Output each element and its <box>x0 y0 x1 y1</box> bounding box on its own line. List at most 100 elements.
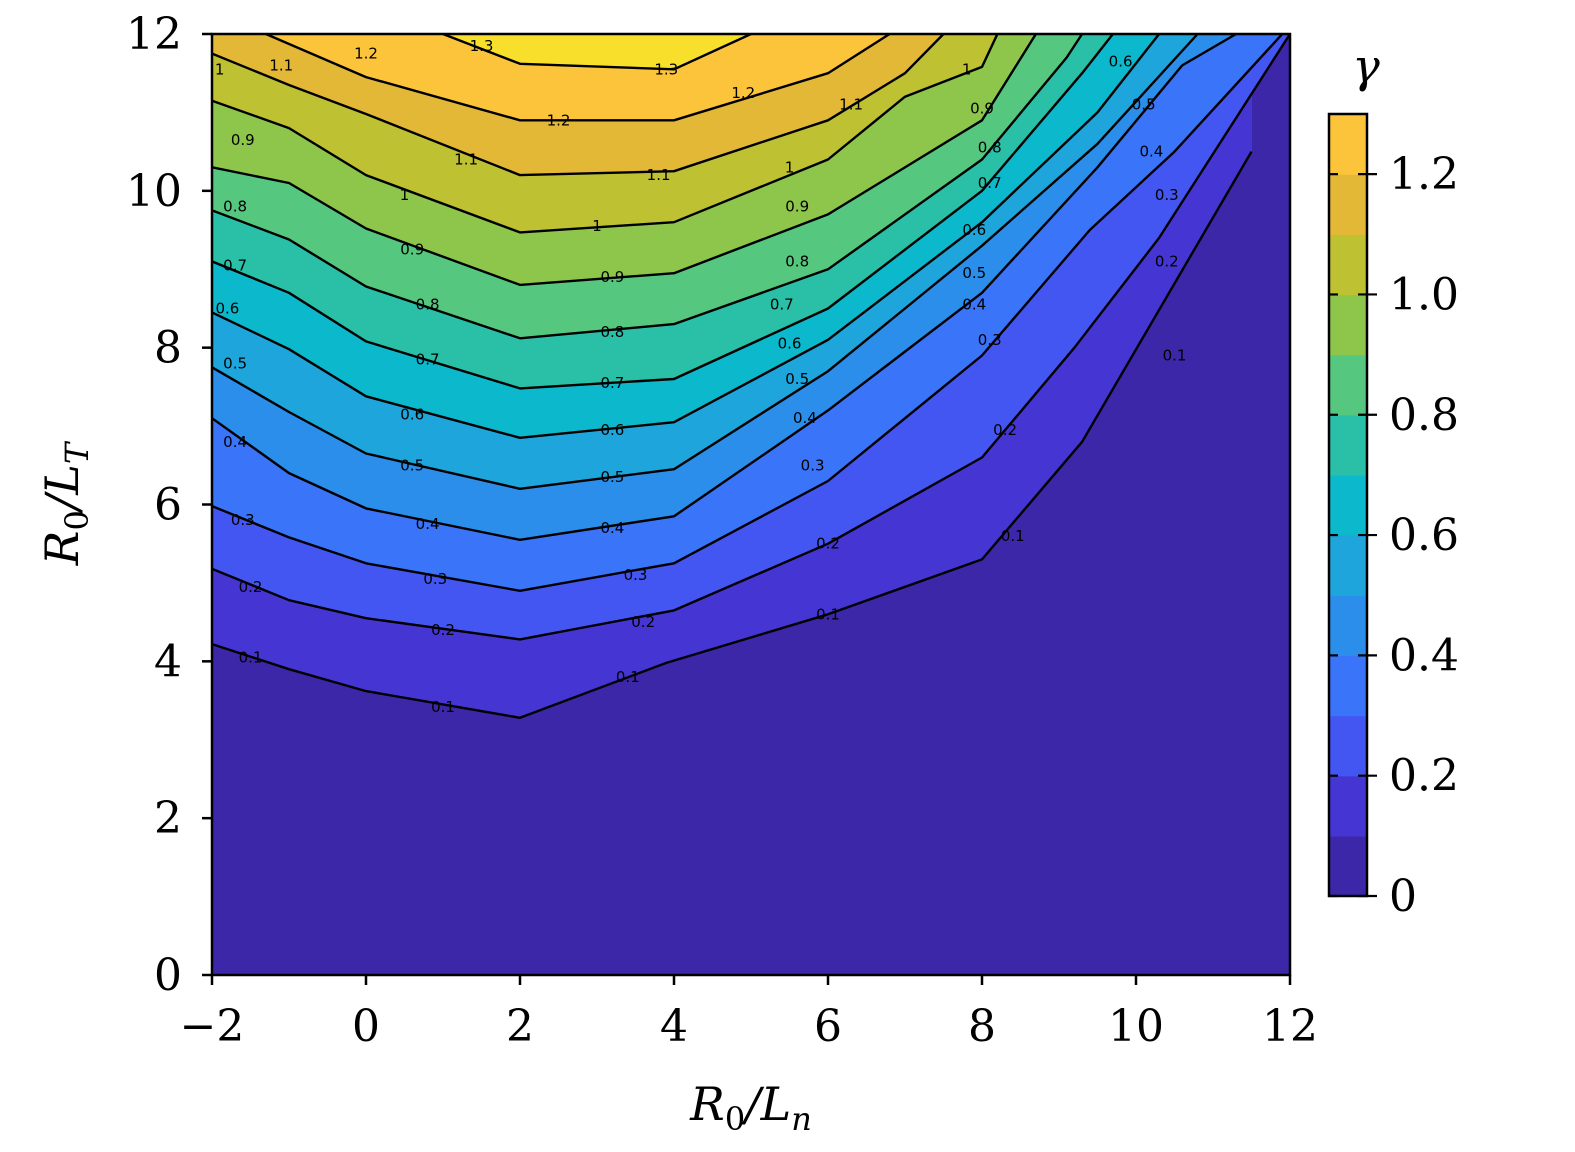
y-axis-ticks: 0 2 4 6 8 10 12 <box>126 9 212 1001</box>
contour-line-0.4 <box>212 34 1237 541</box>
contour-line-1.3 <box>442 34 752 71</box>
contour-label: 0.6 <box>778 335 802 353</box>
contour-label: 0.5 <box>223 354 247 372</box>
contour-label: 0.3 <box>801 456 825 474</box>
contour-label: 0.6 <box>600 421 624 439</box>
colorbar-tick-label: 0.8 <box>1389 390 1459 441</box>
contour-label: 0.1 <box>816 605 840 623</box>
contour-label: 1.1 <box>454 151 478 169</box>
contour-label: 0.1 <box>431 698 455 716</box>
contour-label: 0.1 <box>239 648 263 666</box>
contour-label: 0.7 <box>416 350 440 368</box>
colorbar-block <box>1329 234 1367 296</box>
y-tick-label: 4 <box>154 636 182 687</box>
contour-label: 0.9 <box>600 268 624 286</box>
colorbar-tick-label: 1.0 <box>1389 269 1459 320</box>
contour-lines <box>212 34 1290 719</box>
contour-label: 0.7 <box>770 296 794 314</box>
contour-label: 0.2 <box>1155 252 1179 270</box>
contour-label: 0.9 <box>231 131 255 149</box>
contour-label: 0.9 <box>970 100 994 118</box>
contour-label: 0.8 <box>416 296 440 314</box>
contour-label: 0.7 <box>223 256 247 274</box>
contour-label: 0.2 <box>816 535 840 553</box>
colorbar-block <box>1329 354 1367 416</box>
colorbar-tick-label: 0.4 <box>1389 630 1459 681</box>
contour-label: 1.3 <box>654 60 678 78</box>
x-axis-title: R0/Ln <box>689 1077 812 1138</box>
contour-label: 0.4 <box>962 296 986 314</box>
colorbar-blocks <box>1329 114 1367 897</box>
colorbar-block <box>1329 775 1367 837</box>
colorbar-frame <box>1327 112 1369 898</box>
contour-label: 0.2 <box>631 613 655 631</box>
x-tick-label: 12 <box>1262 1001 1318 1052</box>
contour-label: 0.4 <box>223 433 247 451</box>
colorbar-block <box>1329 835 1367 897</box>
y-axis-title: R0/LT <box>35 440 96 566</box>
contour-label: 0.6 <box>400 405 424 423</box>
contour-label: 1.1 <box>839 96 863 114</box>
contour-label: 1 <box>592 217 602 235</box>
colorbar-block <box>1329 174 1367 235</box>
contour-label: 0.7 <box>978 174 1002 192</box>
x-tick-label: 8 <box>968 1001 996 1052</box>
contour-label: 0.3 <box>978 331 1002 349</box>
contour-label: 1.1 <box>647 166 671 184</box>
contour-label: 0.5 <box>785 370 809 388</box>
contour-line-1 <box>212 34 999 234</box>
contour-label: 1.2 <box>731 84 755 102</box>
colorbar-block <box>1329 595 1367 656</box>
contour-line-0.6 <box>212 34 1161 439</box>
contour-line-0.1 <box>212 150 1253 719</box>
contour-label: 0.5 <box>600 468 624 486</box>
contour-label: 0.1 <box>1001 527 1025 545</box>
contour-label: 1 <box>215 60 225 78</box>
contour-label: 0.2 <box>239 578 263 596</box>
contour-label: 1.2 <box>354 45 378 63</box>
contour-label: 0.2 <box>431 621 455 639</box>
contour-line-1.2 <box>265 34 891 122</box>
y-tick-label: 2 <box>154 793 182 844</box>
colorbar-ticks: 0 0.2 0.4 0.6 0.8 1.0 1.2 <box>1329 149 1459 922</box>
y-tick-label: 0 <box>154 950 182 1001</box>
contour-label: 1.3 <box>470 37 494 55</box>
contour-line-0.7 <box>212 34 1114 390</box>
contour-label: 0.9 <box>785 198 809 216</box>
contour-label: 1.1 <box>269 56 293 74</box>
contour-label: 0.8 <box>600 323 624 341</box>
contour-label: 0.8 <box>978 139 1002 157</box>
contour-label: 0.4 <box>416 515 440 533</box>
x-tick-label: 0 <box>352 1001 380 1052</box>
colorbar-block <box>1329 715 1367 777</box>
contour-label: 0.3 <box>423 570 447 588</box>
contour-label: 0.8 <box>785 252 809 270</box>
contour-line-0.2 <box>212 34 1290 641</box>
contour-label: 0.6 <box>215 300 239 318</box>
colorbar-tick-label: 0.6 <box>1389 510 1459 561</box>
contour-line-0.5 <box>212 34 1199 490</box>
colorbar-tick-label: 1.2 <box>1389 149 1459 200</box>
contour-line-0.3 <box>212 34 1284 592</box>
contour-label: 1 <box>962 60 972 78</box>
colorbar-block <box>1329 535 1367 596</box>
colorbar-tick-label: 0.2 <box>1389 751 1459 802</box>
contour-line-0.8 <box>212 34 1084 340</box>
contour-label: 1 <box>400 186 410 204</box>
x-tick-label: 2 <box>506 1001 534 1052</box>
y-tick-label: 10 <box>126 166 182 217</box>
contour-label: 0.3 <box>231 511 255 529</box>
y-tick-label: 6 <box>154 480 182 531</box>
x-tick-label: −2 <box>180 1001 245 1052</box>
contour-label: 0.5 <box>1132 96 1156 114</box>
contour-label: 0.2 <box>993 421 1017 439</box>
colorbar-title: γ <box>1352 39 1380 93</box>
contour-labels: 0.1 0.1 0.1 0.1 0.1 0.1 0.2 0.2 0.2 0.2 0.2 0.2 0.3 0… <box>215 37 1187 716</box>
contour-label: 0.1 <box>616 668 640 686</box>
contour-label: 0.6 <box>1109 52 1133 70</box>
contour-label: 0.6 <box>962 221 986 239</box>
contour-label: 0.3 <box>624 566 648 584</box>
colorbar-tick-label: 0 <box>1389 871 1417 922</box>
colorbar-block <box>1329 414 1367 476</box>
y-tick-label: 8 <box>154 323 182 374</box>
